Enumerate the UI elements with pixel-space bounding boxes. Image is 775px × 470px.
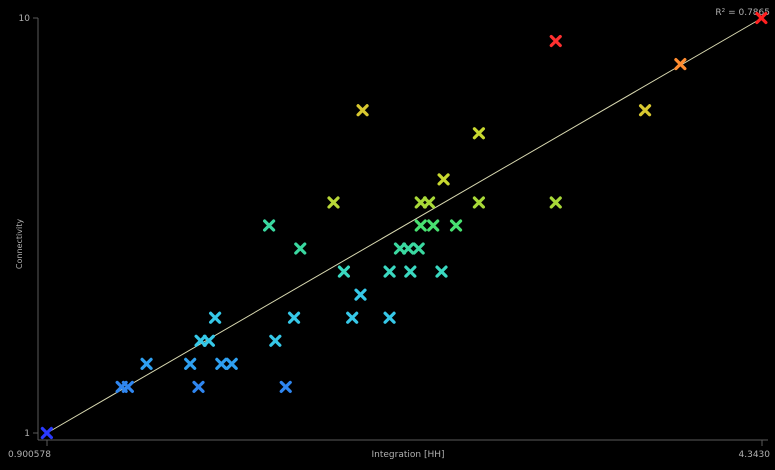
data-point — [638, 104, 652, 117]
trendline — [46, 17, 763, 434]
data-point — [383, 265, 396, 278]
data-point — [287, 311, 301, 324]
data-point — [393, 242, 407, 255]
data-point — [549, 34, 562, 48]
data-point — [140, 357, 153, 370]
data-point — [184, 357, 197, 370]
y-max-label: 10 — [19, 14, 31, 24]
x-axis-label: Integration [HH] — [371, 450, 444, 460]
data-point — [549, 196, 562, 209]
data-point — [422, 196, 436, 209]
data-point — [356, 104, 369, 117]
data-point — [294, 242, 307, 255]
data-point — [327, 196, 340, 209]
data-point — [435, 265, 448, 278]
data-point — [194, 334, 207, 347]
data-point — [383, 311, 396, 324]
x-max-label: 4.3430 — [739, 450, 771, 460]
data-point — [215, 357, 228, 370]
data-point — [402, 242, 415, 255]
data-point — [269, 334, 282, 347]
y-axis-label: Connectivity — [15, 219, 24, 269]
data-point — [225, 357, 238, 370]
data-point — [209, 311, 222, 324]
data-point — [40, 426, 53, 440]
data-point — [337, 265, 350, 278]
data-point — [202, 334, 215, 347]
y-min-label: 1 — [24, 429, 30, 439]
data-point — [414, 219, 427, 232]
data-point — [346, 311, 359, 324]
data-point — [279, 380, 292, 393]
data-point — [472, 196, 485, 209]
r-squared-annotation: R² = 0.7865 — [715, 8, 770, 18]
data-point — [449, 219, 463, 232]
data-point — [121, 380, 134, 393]
data-point — [412, 242, 425, 255]
data-point — [427, 219, 440, 232]
data-point — [674, 58, 687, 71]
data-point — [755, 11, 768, 25]
data-point — [437, 173, 450, 186]
data-point — [472, 127, 485, 140]
data-point — [414, 196, 427, 209]
data-point — [192, 380, 205, 393]
x-min-label: 0.900578 — [8, 450, 51, 460]
data-point — [263, 219, 276, 232]
data-point — [404, 265, 417, 278]
data-points — [40, 11, 768, 440]
data-point — [354, 288, 367, 301]
